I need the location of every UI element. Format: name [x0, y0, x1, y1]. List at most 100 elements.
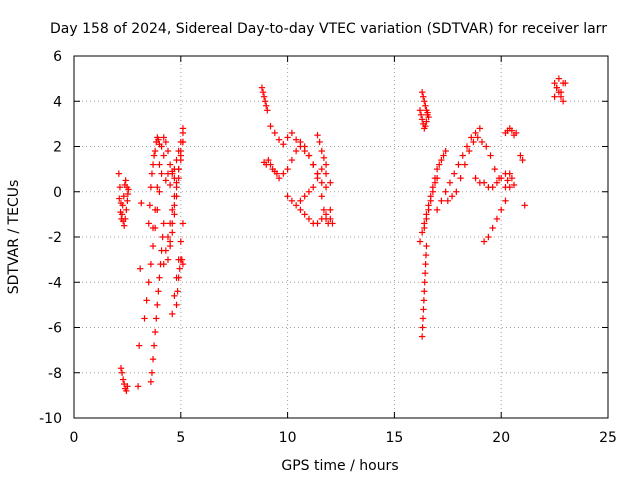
data-point	[159, 233, 166, 241]
data-point	[551, 93, 558, 100]
data-point	[420, 93, 427, 100]
data-point	[156, 141, 163, 148]
data-point	[147, 378, 155, 385]
data-point	[164, 147, 172, 155]
data-point	[116, 184, 124, 191]
data-point	[421, 270, 429, 277]
data-point	[122, 177, 129, 184]
data-point	[141, 315, 148, 322]
data-point	[483, 143, 490, 150]
data-point	[433, 206, 441, 214]
data-point	[424, 109, 431, 116]
data-point	[433, 174, 441, 182]
data-point	[512, 129, 520, 137]
data-point	[151, 206, 159, 214]
data-point	[284, 193, 291, 200]
data-point	[463, 143, 471, 150]
data-point	[314, 174, 321, 182]
data-point	[160, 152, 167, 159]
data-point	[171, 211, 178, 218]
y-tick-label: -6	[48, 321, 62, 337]
data-point	[510, 181, 518, 189]
data-point	[423, 215, 430, 223]
data-point	[318, 165, 325, 173]
data-point	[502, 197, 509, 204]
data-point	[419, 315, 427, 322]
data-point	[123, 387, 130, 395]
data-point	[158, 170, 165, 177]
data-point	[280, 170, 287, 177]
data-point	[305, 188, 313, 195]
data-point	[162, 247, 170, 254]
data-point	[263, 102, 270, 109]
data-point	[164, 170, 172, 177]
data-point	[310, 161, 317, 168]
x-axis-label: GPS time / hours	[281, 458, 398, 474]
data-point	[124, 197, 131, 204]
data-point	[421, 98, 428, 105]
data-point	[322, 184, 330, 191]
data-point	[292, 147, 300, 155]
data-point	[498, 206, 505, 214]
data-point	[310, 184, 317, 191]
data-point	[153, 315, 160, 322]
data-point	[160, 260, 167, 268]
data-point	[301, 211, 308, 218]
data-point	[451, 170, 458, 177]
data-point	[151, 328, 159, 336]
data-point	[162, 177, 170, 184]
data-point	[453, 188, 460, 195]
x-tick-label: 25	[599, 430, 617, 446]
data-point	[422, 102, 429, 109]
y-tick-label: 2	[53, 140, 62, 156]
data-point	[320, 206, 328, 214]
data-point	[433, 165, 441, 173]
data-point	[489, 184, 496, 191]
x-tick-label: 20	[492, 430, 510, 446]
data-point	[468, 134, 475, 141]
data-point	[284, 165, 291, 173]
data-point	[508, 127, 516, 134]
data-point	[305, 152, 313, 159]
data-point	[177, 238, 184, 245]
data-point	[318, 147, 325, 155]
data-point	[493, 215, 501, 223]
data-point	[327, 215, 334, 223]
data-point	[423, 242, 430, 250]
axis-ticks	[73, 55, 609, 419]
data-point	[176, 265, 183, 272]
data-point	[124, 190, 132, 198]
data-point	[491, 165, 498, 173]
data-point	[267, 122, 274, 130]
data-point	[416, 238, 424, 245]
data-marks	[115, 75, 569, 395]
data-point	[422, 260, 429, 268]
data-point	[420, 297, 428, 304]
data-point	[264, 107, 271, 114]
data-point	[120, 193, 127, 200]
data-point	[175, 165, 182, 173]
data-point	[166, 181, 174, 189]
data-point	[288, 197, 296, 204]
y-tick-labels: -10 -8 -6 -4 -2 0 2 4 6	[39, 49, 62, 427]
data-point	[164, 256, 172, 263]
data-point	[440, 152, 447, 159]
data-point	[305, 215, 313, 223]
data-point	[145, 220, 152, 227]
data-point	[557, 89, 565, 96]
data-point	[120, 222, 128, 229]
data-point	[179, 129, 187, 137]
chart-title: Day 158 of 2024, Sidereal Day-to-day VTE…	[50, 21, 607, 37]
data-point	[438, 156, 445, 164]
data-point	[442, 188, 449, 195]
data-point	[178, 256, 186, 263]
data-point	[261, 98, 269, 105]
data-point	[418, 89, 426, 96]
data-point	[179, 138, 187, 146]
data-point	[493, 179, 501, 186]
data-point	[154, 184, 161, 191]
data-point	[517, 152, 524, 159]
data-point	[427, 197, 434, 204]
